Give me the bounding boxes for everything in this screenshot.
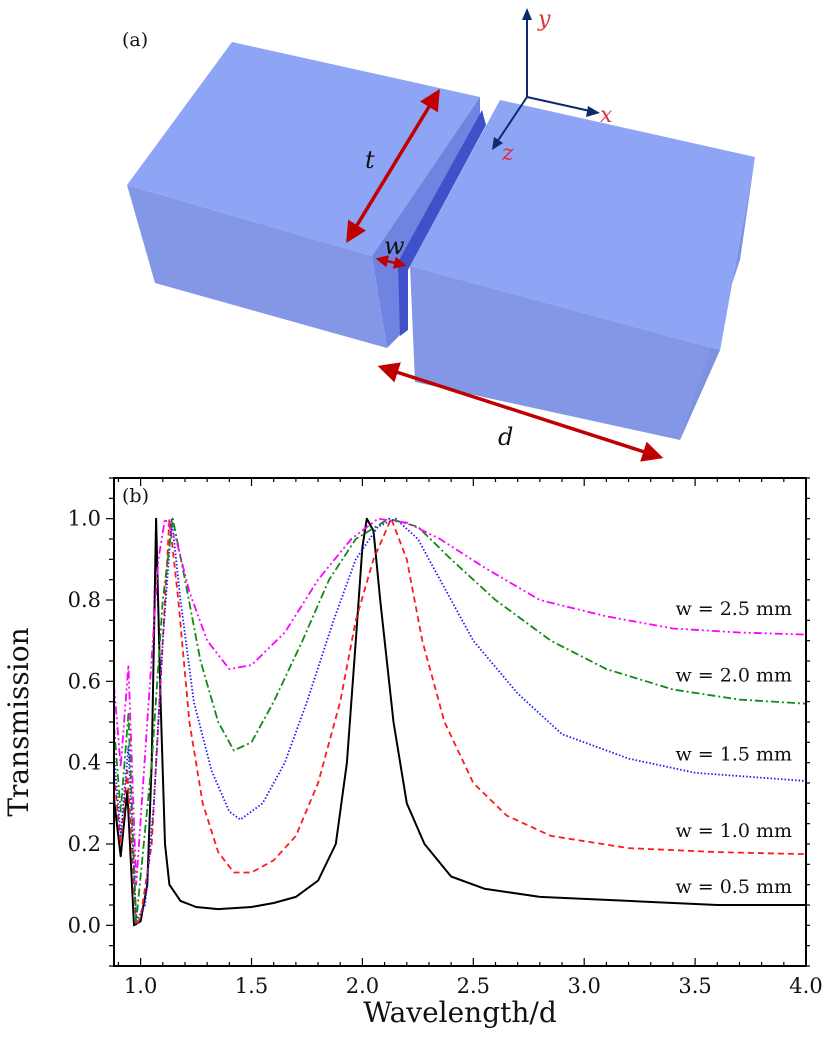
y-tick-label: 0.0 <box>68 913 101 937</box>
y-tick-label: 0.4 <box>68 751 101 775</box>
plot-frame <box>113 477 807 967</box>
series-label-4: w = 2.0 mm <box>675 664 792 686</box>
x-tick-label: 1.5 <box>235 974 268 998</box>
y-tick-label: 0.6 <box>68 669 101 693</box>
w-dimension-arrow <box>375 255 407 269</box>
x-tick-label: 2.0 <box>346 974 379 998</box>
left-block-front-face <box>127 185 387 348</box>
series-label-1: w = 0.5 mm <box>675 876 792 898</box>
coordinate-axes <box>492 8 600 150</box>
y-tick-label: 0.2 <box>68 832 101 856</box>
x-axis-title: Wavelength/d <box>363 996 557 1029</box>
y-tick-label: 0.8 <box>68 588 101 612</box>
d-dimension-label: d <box>498 423 513 451</box>
y-tick-label: 1.0 <box>68 507 101 531</box>
series-labels: w = 0.5 mm w = 1.0 mm w = 1.5 mm w = 2.0 mm… <box>675 598 792 898</box>
series-line-4 <box>113 517 807 923</box>
y-axis-letter: y <box>537 7 551 32</box>
w-dimension-label: w <box>384 232 405 260</box>
series-line-2 <box>113 517 807 927</box>
series-line-3 <box>113 517 807 923</box>
x-tick-label: 3.5 <box>678 974 711 998</box>
series-label-3: w = 1.5 mm <box>675 744 792 766</box>
t-dimension-arrow <box>346 89 440 243</box>
right-block-top-face <box>410 100 755 350</box>
panel-b-label: (b) <box>122 485 149 507</box>
y-axis-title: Transmission <box>2 627 35 816</box>
panel-a-diagram: (a) y x z t w d <box>122 7 755 462</box>
tick-labels: 1.0 1.5 2.0 2.5 3.0 3.5 4.0 0.0 0.2 0.4 0.6 0.8 1.0 <box>68 507 823 998</box>
series-line-1 <box>113 517 806 927</box>
t-dimension-label: t <box>365 146 375 174</box>
x-tick-label: 2.5 <box>457 974 490 998</box>
gap-shadow <box>398 110 486 336</box>
x-tick-label: 3.0 <box>568 974 601 998</box>
x-tick-label: 4.0 <box>789 974 822 998</box>
series-line-5 <box>113 517 807 886</box>
series-lines <box>113 517 807 927</box>
series-label-5: w = 2.5 mm <box>675 598 792 620</box>
x-axis-letter: x <box>600 103 613 128</box>
z-axis-letter: z <box>501 141 514 166</box>
x-tick-label: 1.0 <box>124 974 157 998</box>
series-label-2: w = 1.0 mm <box>675 820 792 842</box>
panel-a-label: (a) <box>122 29 148 51</box>
d-dimension-arrow <box>377 362 664 462</box>
